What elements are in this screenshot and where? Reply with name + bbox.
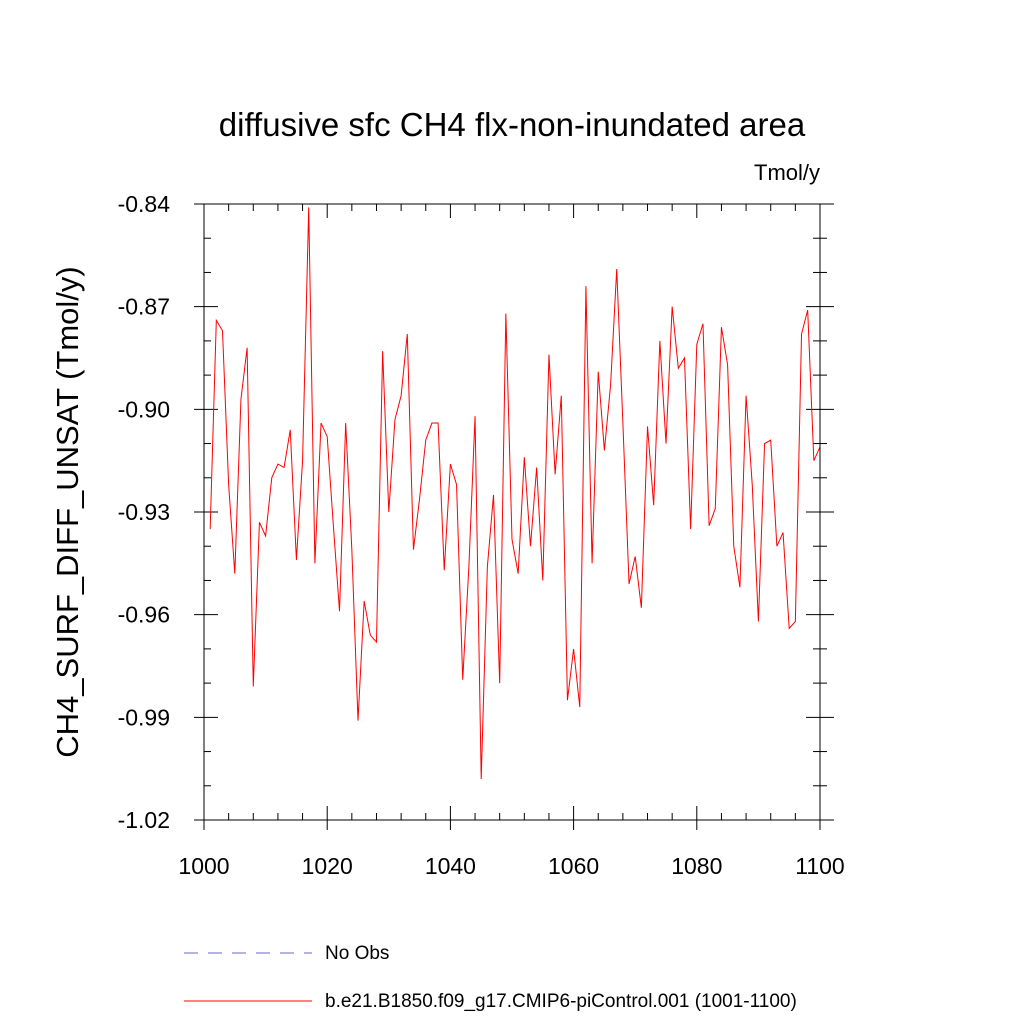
legend-label-model: b.e21.B1850.f09_g17.CMIP6-piControl.001 … <box>325 991 797 1012</box>
plot-frame <box>203 203 821 821</box>
axis-tick-labels: 1000 1020 1040 1060 1080 1100 -0.84 -0.87 -0.90 -… <box>118 191 845 879</box>
x-tick-label: 1040 <box>425 853 476 879</box>
y-tick-label: -0.93 <box>118 499 170 525</box>
x-tick-label: 1100 <box>795 853 844 879</box>
y-tick-label: -0.84 <box>118 191 171 217</box>
chart-title: diffusive sfc CH4 flx-non-inundated area <box>219 106 806 143</box>
x-tick-label: 1020 <box>302 853 353 879</box>
legend-label-no-obs: No Obs <box>325 943 389 964</box>
y-tick-label: -1.02 <box>118 807 170 833</box>
x-tick-label: 1080 <box>671 853 722 879</box>
series-layer <box>209 207 821 779</box>
y-tick-label: -0.99 <box>118 704 170 730</box>
units-label: Tmol/y <box>754 160 820 185</box>
axis-ticks <box>194 203 834 830</box>
y-axis-label: CH4_SURF_DIFF_UNSAT (Tmol/y) <box>50 266 85 757</box>
x-tick-label: 1000 <box>178 853 229 879</box>
series-line <box>209 207 821 779</box>
x-tick-label: 1060 <box>548 853 599 879</box>
y-tick-label: -0.90 <box>118 396 170 422</box>
y-tick-label: -0.87 <box>118 294 170 320</box>
y-tick-label: -0.96 <box>118 602 170 628</box>
legend: No Obs b.e21.B1850.f09_g17.CMIP6-piContr… <box>184 943 797 1012</box>
